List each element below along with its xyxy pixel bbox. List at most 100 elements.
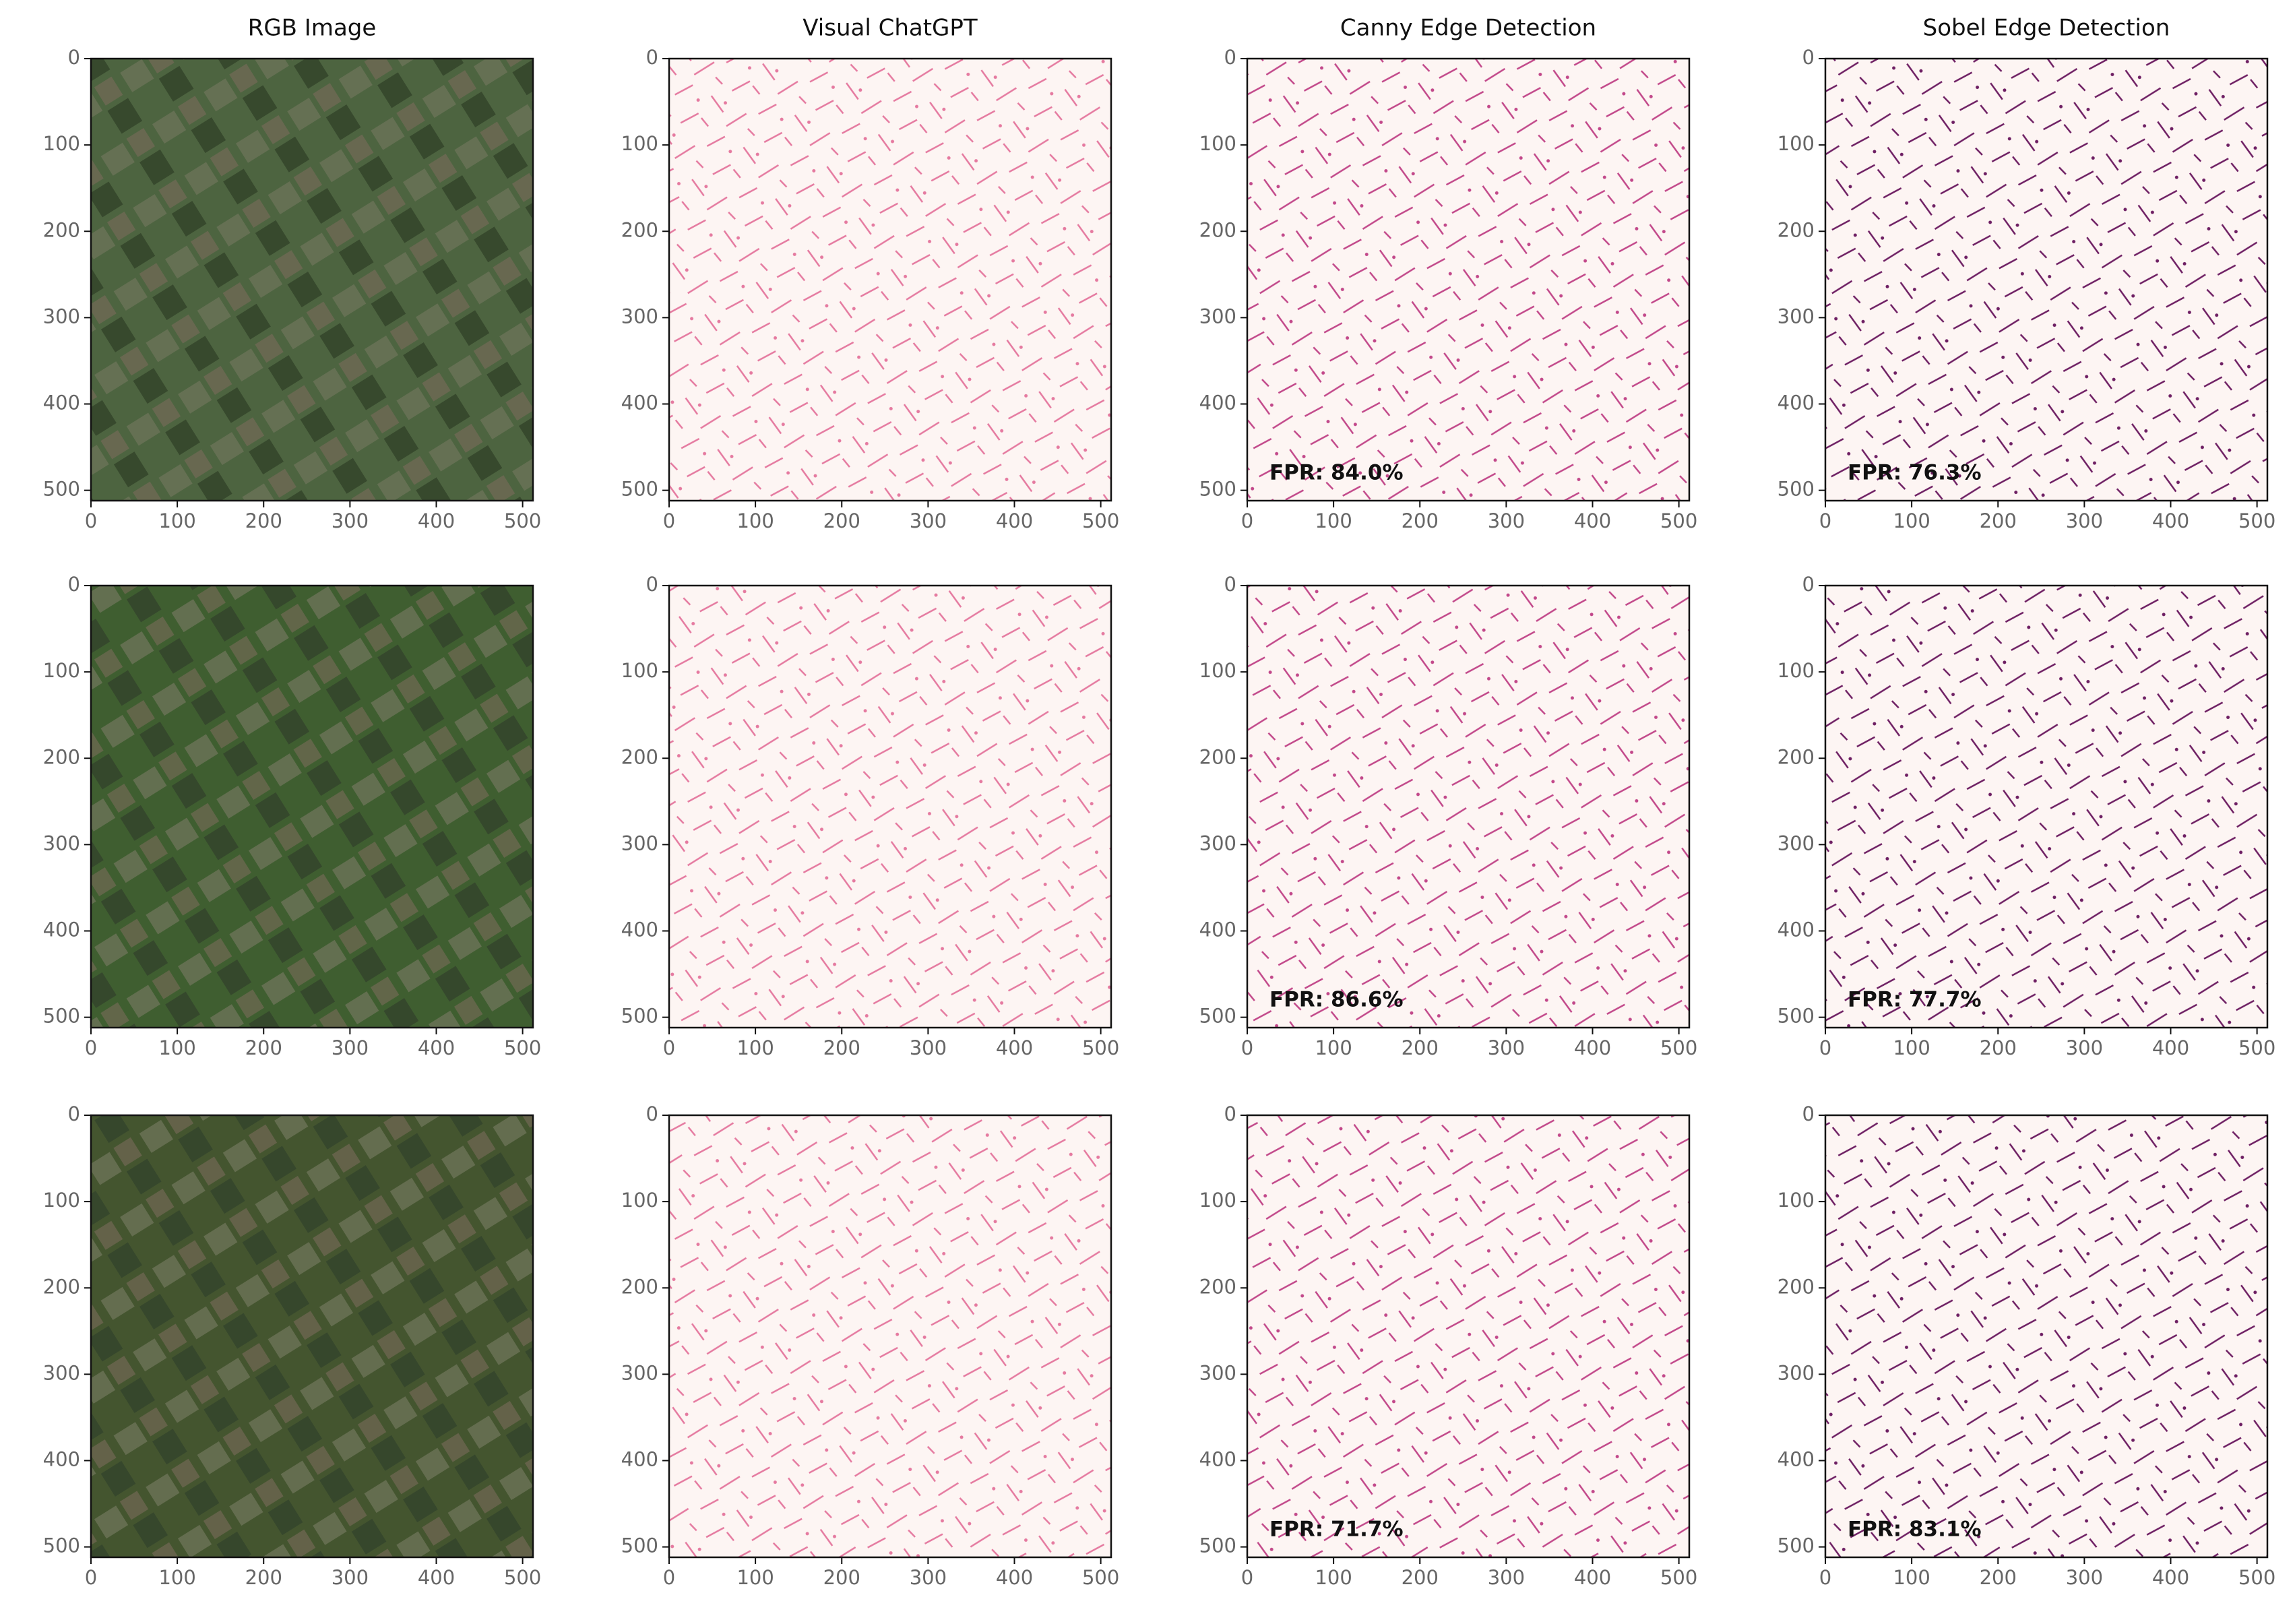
y-tick-label: 400: [43, 918, 80, 941]
x-tick-label: 300: [332, 1566, 369, 1589]
axes-frame: [1824, 1114, 2269, 1559]
y-tick-label: 300: [621, 305, 658, 327]
axes-frame: [1246, 57, 1691, 502]
x-tick-label: 0: [85, 1566, 97, 1589]
y-tick-label: 300: [621, 1361, 658, 1384]
y-tick-label: 100: [1199, 659, 1236, 682]
y-tick-label: 400: [1199, 1448, 1236, 1471]
y-tick-label: 400: [1778, 1448, 1815, 1471]
y-tick-label: 500: [1778, 1534, 1815, 1557]
x-tick-label: 100: [736, 1566, 774, 1589]
x-tick-label: 300: [2066, 1036, 2103, 1059]
x-tick-label: 200: [1980, 509, 2017, 532]
y-tick-label: 300: [1199, 305, 1236, 327]
x-tick-label: 200: [823, 1566, 860, 1589]
x-tick-label: 200: [1980, 1036, 2017, 1059]
x-tick-label: 300: [1488, 1036, 1525, 1059]
y-tick-label: 400: [621, 918, 658, 941]
x-tick-label: 500: [1660, 1036, 1697, 1059]
x-tick-label: 200: [1980, 1566, 2017, 1589]
x-tick-label: 0: [663, 509, 675, 532]
y-tick-label: 200: [1199, 218, 1236, 241]
y-tick-label: 500: [43, 478, 80, 501]
x-tick-label: 300: [2066, 509, 2103, 532]
x-tick-label: 400: [996, 1036, 1033, 1059]
y-tick-label: 0: [1802, 46, 1815, 69]
x-tick-label: 0: [1819, 1566, 1831, 1589]
x-tick-label: 100: [736, 509, 774, 532]
x-tick-label: 200: [245, 509, 282, 532]
x-tick-label: 300: [1488, 509, 1525, 532]
x-tick-label: 300: [1488, 1566, 1525, 1589]
axes-frame: [90, 1114, 534, 1559]
image: [1825, 59, 2267, 501]
y-tick-label: 500: [43, 1534, 80, 1557]
axes-frame: [1824, 57, 2269, 502]
x-tick-label: 100: [158, 509, 195, 532]
y-tick-label: 200: [1778, 745, 1815, 768]
axes-frame: [90, 57, 534, 502]
x-tick-label: 400: [418, 1566, 455, 1589]
y-tick-label: 0: [68, 1102, 80, 1125]
y-tick-label: 100: [1199, 132, 1236, 155]
x-tick-label: 0: [85, 1036, 97, 1059]
fpr-annotation: FPR: 71.7%: [1269, 1518, 1404, 1542]
y-tick-label: 400: [621, 392, 658, 414]
x-tick-label: 300: [332, 1036, 369, 1059]
x-tick-label: 0: [1819, 509, 1831, 532]
image: [91, 586, 533, 1028]
x-tick-label: 400: [2152, 1036, 2189, 1059]
axes-frame: [668, 57, 1112, 502]
y-tick-label: 400: [1199, 392, 1236, 414]
y-tick-label: 200: [621, 218, 658, 241]
image: [1825, 1115, 2267, 1557]
image: [1247, 586, 1689, 1028]
x-tick-label: 200: [823, 509, 860, 532]
y-tick-label: 400: [43, 1448, 80, 1471]
image: [1247, 59, 1689, 501]
x-tick-label: 100: [736, 1036, 774, 1059]
x-tick-label: 0: [1241, 1036, 1253, 1059]
x-tick-label: 100: [1315, 1566, 1352, 1589]
y-tick-label: 0: [646, 1102, 658, 1125]
panel-title: Sobel Edge Detection: [1923, 15, 2170, 42]
y-tick-label: 300: [1778, 832, 1815, 854]
x-tick-label: 100: [158, 1036, 195, 1059]
x-tick-label: 400: [1574, 1036, 1611, 1059]
fpr-annotation: FPR: 76.3%: [1848, 461, 1982, 485]
y-tick-label: 300: [1778, 1361, 1815, 1384]
image: [91, 59, 533, 501]
y-tick-label: 0: [646, 573, 658, 596]
image: [1825, 586, 2267, 1028]
x-tick-label: 100: [1893, 1566, 1930, 1589]
y-tick-label: 200: [621, 1275, 658, 1298]
x-tick-label: 0: [1241, 509, 1253, 532]
y-tick-label: 300: [43, 305, 80, 327]
y-tick-label: 0: [68, 573, 80, 596]
y-tick-label: 0: [646, 46, 658, 69]
y-tick-label: 200: [1778, 218, 1815, 241]
y-tick-label: 0: [1224, 573, 1236, 596]
y-tick-label: 300: [43, 832, 80, 854]
y-tick-label: 200: [1199, 1275, 1236, 1298]
x-tick-label: 100: [1315, 509, 1352, 532]
y-tick-label: 500: [621, 1534, 658, 1557]
x-tick-label: 200: [245, 1566, 282, 1589]
fpr-annotation: FPR: 86.6%: [1269, 988, 1404, 1012]
y-tick-label: 300: [1199, 1361, 1236, 1384]
y-tick-label: 400: [1778, 392, 1815, 414]
axes-frame: [1246, 584, 1691, 1029]
y-tick-label: 400: [43, 392, 80, 414]
x-tick-label: 300: [910, 1566, 947, 1589]
x-tick-label: 0: [1241, 1566, 1253, 1589]
x-tick-label: 400: [418, 1036, 455, 1059]
x-tick-label: 100: [1893, 1036, 1930, 1059]
y-tick-label: 200: [43, 218, 80, 241]
y-tick-label: 500: [43, 1005, 80, 1028]
y-tick-label: 200: [43, 1275, 80, 1298]
y-tick-label: 100: [1778, 1189, 1815, 1212]
y-tick-label: 0: [1802, 1102, 1815, 1125]
y-tick-label: 200: [1778, 1275, 1815, 1298]
y-tick-label: 500: [1199, 1534, 1236, 1557]
x-tick-label: 200: [1402, 1036, 1439, 1059]
